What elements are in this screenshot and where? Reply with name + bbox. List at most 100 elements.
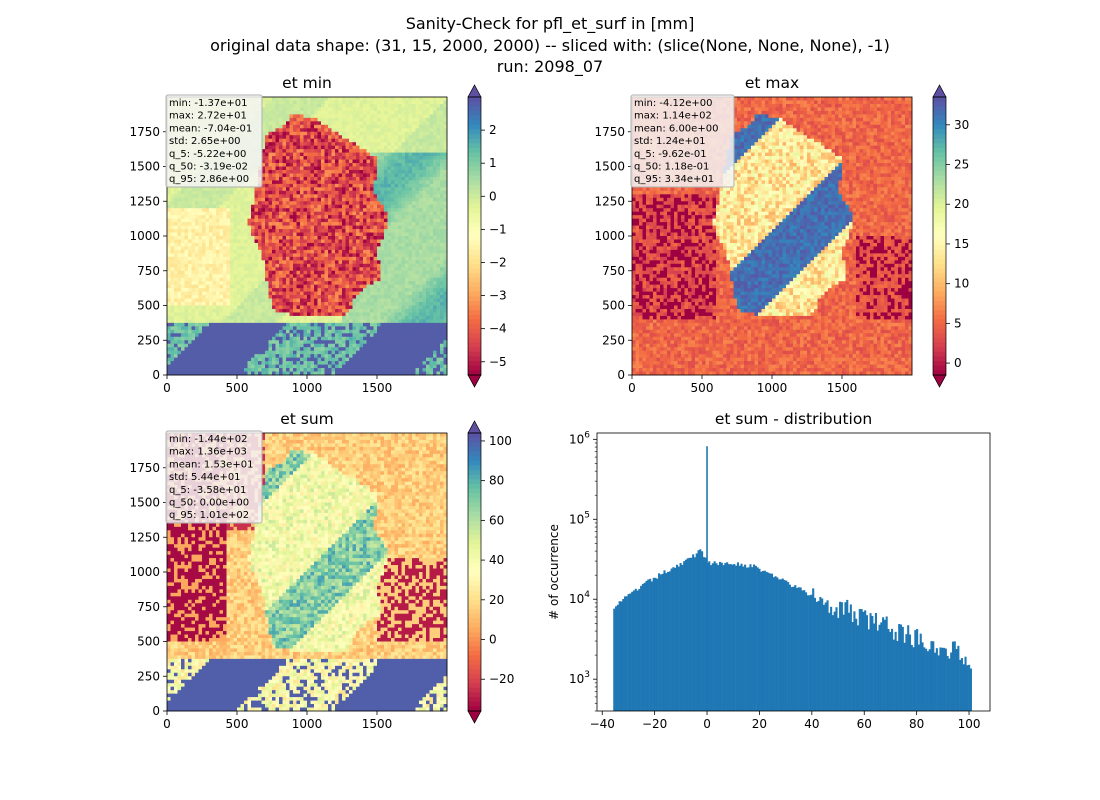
heatmap-cell xyxy=(324,183,329,188)
heatmap-cell xyxy=(230,190,234,195)
heatmap-cell xyxy=(209,298,213,303)
heatmap-cell xyxy=(436,149,441,154)
heatmap-cell xyxy=(391,253,395,258)
heatmap-cell xyxy=(342,274,346,279)
heatmap-cell xyxy=(216,218,220,223)
heatmap-cell xyxy=(384,121,388,126)
heatmap-cell xyxy=(251,246,255,251)
heatmap-cell xyxy=(321,117,325,122)
heatmap-cell xyxy=(244,274,248,279)
heatmap-cell xyxy=(370,284,374,289)
heatmap-cell xyxy=(436,277,441,282)
heatmap-cell xyxy=(300,197,304,202)
heatmap-cell xyxy=(268,288,273,293)
heatmap-cell xyxy=(226,239,231,244)
heatmap-cell xyxy=(356,187,360,192)
heatmap-cell xyxy=(317,215,322,220)
heatmap-cell xyxy=(328,256,332,261)
heatmap-cell xyxy=(251,298,255,303)
heatmap-cell xyxy=(279,253,283,258)
heatmap-cell xyxy=(268,225,273,230)
heatmap-cell xyxy=(265,159,269,164)
heatmap-cell xyxy=(370,229,374,233)
heatmap-cell xyxy=(233,281,238,286)
heatmap-cell xyxy=(254,270,259,275)
heatmap-cell xyxy=(167,194,171,199)
heatmap-cell xyxy=(415,166,420,171)
heatmap-cell xyxy=(338,249,343,254)
heatmap-cell xyxy=(342,256,346,261)
heatmap-cell xyxy=(265,288,269,293)
heatmap-cell xyxy=(349,236,353,240)
heatmap-cell xyxy=(443,103,448,108)
heatmap-cell xyxy=(440,152,444,157)
heatmap-cell xyxy=(433,156,437,160)
heatmap-cell xyxy=(230,288,234,293)
heatmap-cell xyxy=(408,173,413,178)
heatmap-cell xyxy=(398,97,402,101)
heatmap-cell xyxy=(426,291,430,296)
heatmap-cell xyxy=(310,173,315,178)
heatmap-cell xyxy=(282,284,287,289)
heatmap-cell xyxy=(219,274,224,279)
heatmap-cell xyxy=(422,302,427,306)
heatmap-cell xyxy=(419,169,423,174)
heatmap-cell xyxy=(391,187,395,192)
heatmap-cell xyxy=(377,173,381,178)
heatmap-cell xyxy=(282,163,287,167)
heatmap-cell xyxy=(429,270,434,275)
heatmap-cell xyxy=(289,117,294,122)
heatmap-cell xyxy=(282,176,287,181)
heatmap-cell xyxy=(419,249,423,254)
heatmap-cell xyxy=(394,173,399,178)
heatmap-cell xyxy=(184,284,189,289)
heatmap-cell xyxy=(293,253,297,258)
heatmap-cell xyxy=(167,281,171,286)
heatmap-cell xyxy=(370,128,374,133)
heatmap-cell xyxy=(275,135,280,140)
heatmap-cell xyxy=(275,114,280,119)
heatmap-cell xyxy=(300,107,304,112)
heatmap-cell xyxy=(310,110,315,115)
heatmap-cell xyxy=(426,183,430,188)
heatmap-cell xyxy=(366,100,371,105)
heatmap-cell xyxy=(223,239,227,244)
heatmap-cell xyxy=(408,302,413,306)
heatmap-cell xyxy=(401,204,406,209)
heatmap-cell xyxy=(205,246,210,251)
heatmap-cell xyxy=(300,211,304,216)
heatmap-cell xyxy=(433,152,437,157)
heatmap-cell xyxy=(265,197,269,202)
heatmap-cell xyxy=(198,298,203,303)
heatmap-cell xyxy=(265,274,269,279)
heatmap-cell xyxy=(233,211,238,216)
heatmap-cell xyxy=(373,208,378,213)
heatmap-cell xyxy=(408,260,413,265)
heatmap-cell xyxy=(279,169,283,174)
heatmap-cell xyxy=(429,103,434,108)
heatmap-cell xyxy=(237,239,241,244)
heatmap-cell xyxy=(244,308,248,313)
heatmap-cell xyxy=(268,267,273,272)
heatmap-cell xyxy=(216,236,220,240)
heatmap-cell xyxy=(307,267,311,272)
heatmap-cell xyxy=(275,128,280,133)
heatmap-cell xyxy=(349,242,353,247)
heatmap-cell xyxy=(296,173,301,178)
heatmap-cell xyxy=(223,253,227,258)
heatmap-cell xyxy=(324,138,329,143)
heatmap-cell xyxy=(419,215,423,220)
heatmap-cell xyxy=(184,295,189,299)
heatmap-cell xyxy=(251,281,255,286)
heatmap-cell xyxy=(419,291,423,296)
heatmap-cell xyxy=(349,152,353,157)
heatmap-cell xyxy=(226,187,231,192)
heatmap-cell xyxy=(205,291,210,296)
heatmap-cell xyxy=(237,201,241,206)
heatmap-cell xyxy=(181,288,185,293)
heatmap-cell xyxy=(338,225,343,230)
heatmap-cell xyxy=(415,229,420,233)
heatmap-cell xyxy=(391,208,395,213)
heatmap-cell xyxy=(426,169,430,174)
heatmap-cell xyxy=(331,135,336,140)
